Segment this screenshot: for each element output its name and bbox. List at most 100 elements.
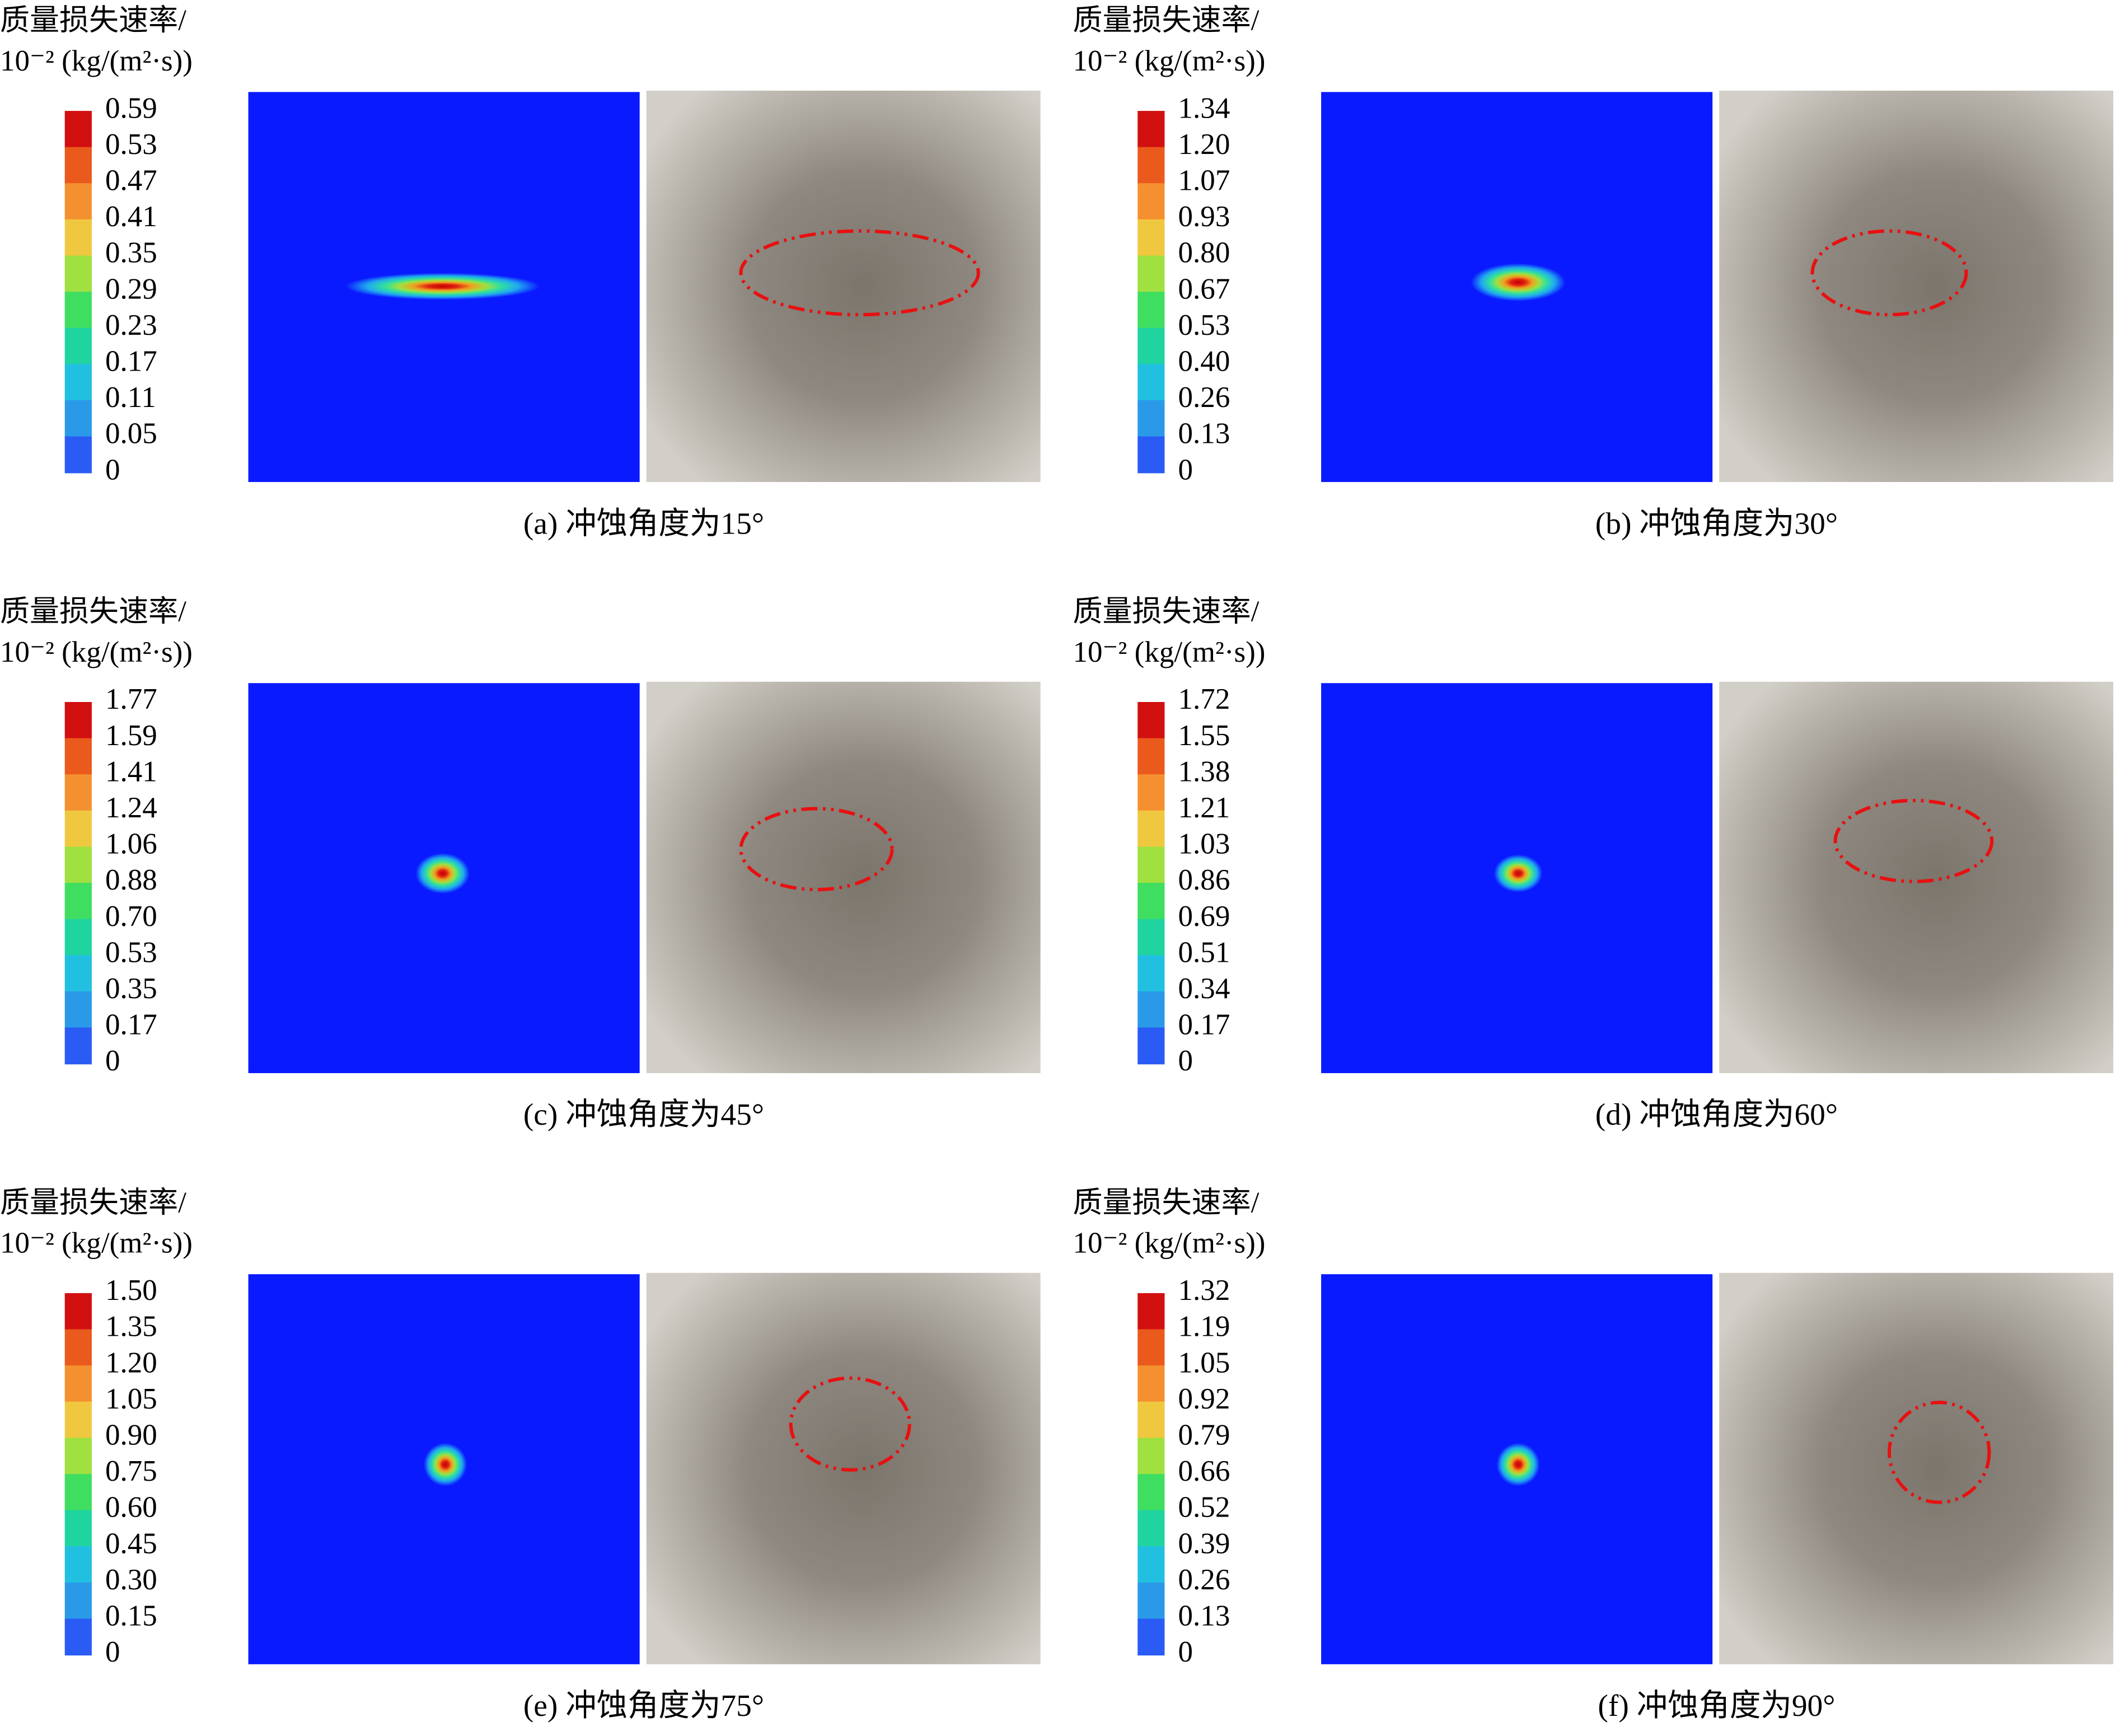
colorbar-tick-label: 0.93 <box>1178 200 1230 233</box>
erosion-marker <box>1887 1401 1991 1504</box>
colorbar-band <box>1137 846 1165 884</box>
colorbar-band <box>64 774 92 812</box>
erosion-spot <box>1471 263 1566 301</box>
colorbar-tick-label: 0.39 <box>1178 1527 1230 1560</box>
colorbar-tick-label: 0.75 <box>105 1455 157 1487</box>
colorbar-band <box>64 738 92 775</box>
colorbar-tick-label: 0.35 <box>105 972 157 1005</box>
colorbar-band <box>64 701 92 739</box>
colorbar-tick-label: 0.30 <box>105 1564 157 1596</box>
colorbar-tick-label: 0 <box>1178 1636 1193 1668</box>
colorbar-band <box>64 883 92 920</box>
colorbar-band <box>64 255 92 293</box>
colorbar-unit: 10⁻² (kg/(m²·s)) <box>1073 636 1266 668</box>
caption: (d) 冲蚀角度为60° <box>1595 1097 1838 1131</box>
colorbar-band <box>1137 1473 1165 1511</box>
colorbar-tick-label: 0.52 <box>1178 1491 1230 1524</box>
erosion-spot <box>1496 1443 1540 1486</box>
colorbar-tick-label: 0.53 <box>105 128 157 161</box>
colorbar-band <box>64 327 92 365</box>
colorbar-tick-label: 0.69 <box>1178 900 1230 933</box>
colorbar-unit: 10⁻² (kg/(m²·s)) <box>0 1227 193 1260</box>
colorbar-tick-label: 1.05 <box>1178 1346 1230 1379</box>
colorbar-unit: 10⁻² (kg/(m²·s)) <box>1073 1227 1266 1260</box>
colorbar-band <box>64 1546 92 1583</box>
colorbar-tick-label: 0.17 <box>105 1009 157 1041</box>
specimen-photo <box>646 681 1041 1073</box>
colorbar-tick-label: 1.38 <box>1178 755 1230 788</box>
colorbar-title: 质量损失速率/ <box>1073 4 1260 37</box>
specimen-photo <box>646 90 1041 483</box>
colorbar-band <box>1137 436 1165 474</box>
colorbar-band <box>1137 219 1165 256</box>
colorbar-band <box>1137 1546 1165 1583</box>
colorbar-tick-label: 0.40 <box>1178 345 1230 378</box>
colorbar-band <box>64 1293 92 1330</box>
colorbar-tick-label: 1.24 <box>105 792 157 824</box>
colorbar-tick-label: 0 <box>105 453 120 486</box>
panel: 质量损失速率/10⁻² (kg/(m²·s)) 0.59 0.530.47 0.41 0… <box>0 4 1041 540</box>
colorbar-band <box>64 1027 92 1065</box>
colorbar-tick-label: 0.88 <box>105 864 157 896</box>
colorbar-tick-label: 1.20 <box>105 1346 157 1379</box>
colorbar-band <box>64 955 92 993</box>
colorbar-tick-label: 0.53 <box>105 936 157 968</box>
colorbar-tick-label: 0.60 <box>105 1491 157 1524</box>
colorbar-band <box>64 436 92 474</box>
colorbar-tick-label: 1.55 <box>1178 719 1230 752</box>
colorbar-tick-label: 0 <box>105 1045 120 1077</box>
panel: 质量损失速率/10⁻² (kg/(m²·s)) 1.77 1.591.41 1.24 1… <box>0 595 1041 1131</box>
colorbar-band <box>1137 364 1165 401</box>
colorbar-unit: 10⁻² (kg/(m²·s)) <box>0 636 193 668</box>
colorbar-title: 质量损失速率/ <box>0 595 186 628</box>
erosion-marker <box>1810 229 1968 317</box>
specimen-photo <box>1719 1272 2114 1664</box>
colorbar-tick-label: 1.06 <box>105 828 157 860</box>
colorbar-band <box>1137 1438 1165 1475</box>
colorbar-band <box>1137 1401 1165 1439</box>
colorbar-band <box>1137 327 1165 365</box>
colorbar-tick-label: 1.20 <box>1178 128 1230 161</box>
colorbar-tick-label: 0.51 <box>1178 936 1230 968</box>
colorbar-title: 质量损失速率/ <box>1073 595 1260 628</box>
erosion-spot <box>415 853 470 894</box>
colorbar-tick-label: 0.70 <box>105 900 157 933</box>
colorbar-band <box>64 846 92 884</box>
colorbar-band <box>1137 955 1165 993</box>
colorbar-tick-label: 0 <box>1178 453 1193 486</box>
colorbar-band <box>64 111 92 148</box>
colorbar-band <box>1137 183 1165 221</box>
colorbar-tick-label: 1.32 <box>1178 1274 1230 1307</box>
colorbar-unit: 10⁻² (kg/(m²·s)) <box>1073 45 1266 77</box>
colorbar-band <box>64 1618 92 1656</box>
colorbar-band <box>64 1510 92 1547</box>
colorbar-band <box>64 1473 92 1511</box>
colorbar-tick-label: 0.29 <box>105 273 157 305</box>
colorbar-tick-label: 1.72 <box>1178 683 1230 715</box>
colorbar-tick-label: 1.05 <box>105 1383 157 1415</box>
colorbar-band <box>1137 919 1165 956</box>
panel: 质量损失速率/10⁻² (kg/(m²·s)) 1.72 1.551.38 1.21 1… <box>1073 595 2114 1131</box>
colorbar-tick-label: 0.23 <box>105 309 157 341</box>
colorbar-band <box>1137 1510 1165 1547</box>
colorbar-band <box>1137 1582 1165 1620</box>
colorbar-tick-label: 0.26 <box>1178 1564 1230 1596</box>
colorbar-band <box>1137 701 1165 739</box>
colorbar-band <box>64 400 92 437</box>
colorbar-tick-label: 1.35 <box>105 1311 157 1343</box>
caption: (f) 冲蚀角度为90° <box>1598 1688 1835 1723</box>
colorbar-band <box>1137 1293 1165 1330</box>
colorbar-band <box>64 1582 92 1620</box>
colorbar-band <box>1137 255 1165 293</box>
colorbar-band <box>64 1329 92 1367</box>
colorbar-band <box>1137 1618 1165 1656</box>
colorbar-tick-label: 0.26 <box>1178 381 1230 414</box>
erosion-marker <box>739 807 894 892</box>
colorbar-band <box>1137 883 1165 920</box>
colorbar-band <box>64 183 92 221</box>
caption: (a) 冲蚀角度为15° <box>523 506 764 540</box>
panel: 质量损失速率/10⁻² (kg/(m²·s)) 1.32 1.191.05 0.92 0… <box>1073 1186 2114 1723</box>
specimen-photo <box>1719 681 2114 1073</box>
